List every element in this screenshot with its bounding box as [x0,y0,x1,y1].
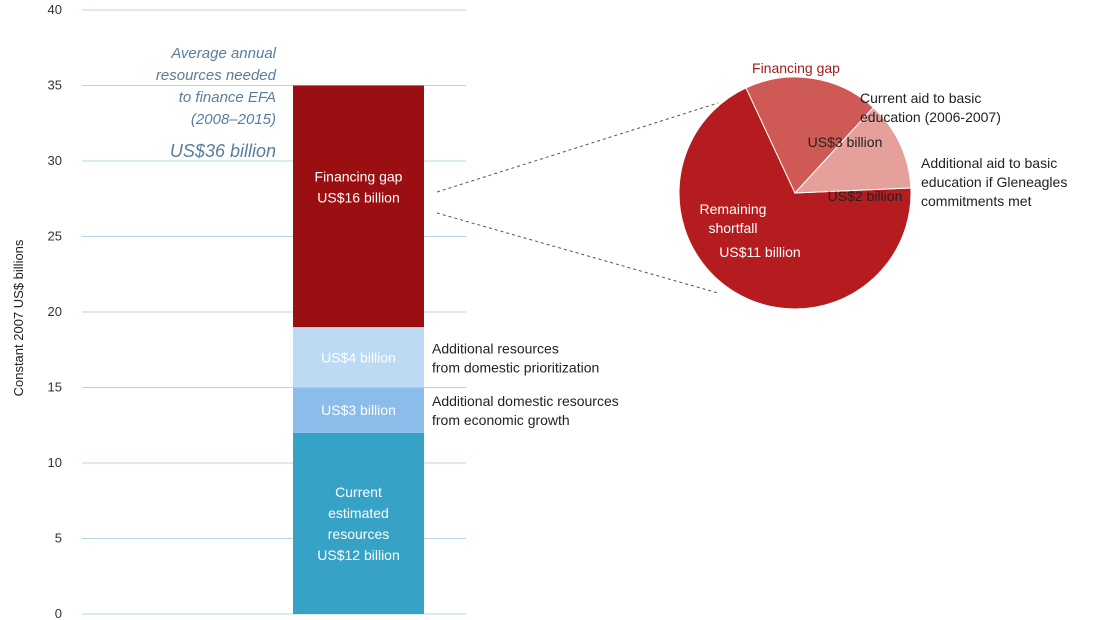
bar-segment [293,387,424,433]
pie-slice [745,76,875,194]
y-tick-label: 20 [48,304,62,319]
bar-segment-label: US$4 billion [321,349,396,365]
bar-segment [293,85,424,328]
pie-slice-label: education (2006-2007) [860,109,1001,125]
bar-segment-label: US$16 billion [317,189,400,205]
bar-segment [293,327,424,388]
annotation-line: resources needed [156,67,277,84]
stacked-bar: Current estimated resources US$12 billion US… [293,85,424,614]
pie-slice [793,106,912,194]
segment-side-label: from economic growth [432,412,570,428]
y-tick-label: 10 [48,455,62,470]
pie-slice-value: US$2 billion [828,188,903,204]
y-tick-label: 25 [48,229,62,244]
y-tick-label: 15 [48,380,62,395]
pie-slice-value: US$3 billion [808,134,883,150]
annotation-line: to finance EFA [179,89,276,106]
segment-side-labels: Additional domestic resources from econom… [432,340,619,428]
segment-side-label: Additional resources [432,340,559,356]
grid-lines [82,9,466,615]
bar-segment-label: US$3 billion [321,402,396,418]
y-tick-label: 30 [48,153,62,168]
y-tick-label: 0 [55,606,62,620]
pie-labels: US$11 billion US$3 billion US$2 billion Rem… [700,90,1068,260]
total-annotation: Average annual resources needed to finance… [156,45,277,161]
pie-slice-label: Remaining [700,201,767,217]
bar-segment-label: Current [335,484,382,500]
bar-segment-label: US$12 billion [317,547,400,563]
pie-slice-label: commitments met [921,193,1032,209]
pie-slice [678,87,912,310]
bar-segment [293,432,424,614]
pie-slice-label: education if Gleneagles [921,174,1067,190]
connector-line [436,102,719,193]
annotation-total: US$36 billion [170,141,276,161]
pie-slice-value: US$11 billion [719,244,800,260]
bar-segment-label: Financing gap [315,168,403,184]
y-tick-label: 5 [55,531,62,546]
y-axis-label: Constant 2007 US$ billions [11,239,26,396]
y-tick-label: 35 [48,78,62,93]
segment-side-label: from domestic prioritization [432,359,599,375]
annotation-line: Average annual [170,45,276,62]
y-tick-labels: 0 5 10 15 20 25 30 35 40 [48,2,62,620]
pie-connectors [436,102,719,294]
connector-line [436,212,719,294]
bar-segment-label: resources [328,526,389,542]
bar-segment-label: estimated [328,505,389,521]
pie-slice-label: Additional aid to basic [921,155,1057,171]
pie-slice-label: Current aid to basic [860,90,981,106]
pie-chart [678,76,912,310]
segment-side-label: Additional domestic resources [432,393,619,409]
pie-title: Financing gap [752,60,840,76]
pie-slice-label: shortfall [708,220,757,236]
annotation-line: (2008–2015) [191,111,276,128]
y-tick-label: 40 [48,2,62,17]
